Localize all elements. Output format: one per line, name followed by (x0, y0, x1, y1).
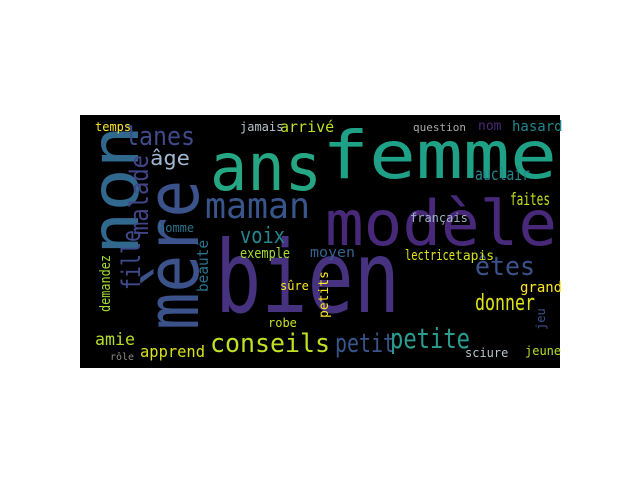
word: petite (390, 322, 470, 355)
word: temps (95, 120, 131, 134)
word: question (413, 121, 466, 134)
word: lanes (125, 122, 195, 152)
word: faites (510, 190, 550, 210)
word: auclair (475, 165, 530, 185)
word: jeune (525, 344, 561, 358)
word: français (410, 211, 468, 225)
word: bien (215, 219, 400, 336)
word: sciure (465, 346, 508, 360)
word: modèle (325, 187, 557, 260)
word: apprend (140, 342, 205, 361)
word: tapis (455, 249, 494, 264)
word: amie (95, 330, 135, 350)
word: jamais (240, 120, 283, 134)
word: fille (117, 230, 147, 290)
word: exemple (240, 246, 290, 262)
word: petit (335, 329, 395, 359)
word: demandez (98, 255, 114, 312)
word: lectrice (405, 248, 455, 264)
word: hasard (512, 119, 563, 135)
word: jeu (534, 308, 548, 330)
word: malade (125, 155, 155, 235)
word: sûre (280, 279, 309, 293)
word: nom (478, 119, 502, 134)
word: moyen (310, 245, 355, 261)
word: rôle (110, 351, 134, 363)
word: petits (317, 271, 332, 318)
word: grand (520, 280, 562, 296)
word: femme (322, 117, 557, 194)
word: arrivé (280, 118, 334, 136)
word: conseils (210, 329, 330, 359)
word: homme (158, 221, 194, 235)
word: êtes (475, 252, 535, 282)
word: mère (131, 180, 215, 330)
word: non (77, 125, 154, 255)
word: maman (205, 186, 310, 227)
word: âge (150, 146, 190, 170)
word: ans (210, 129, 322, 206)
word: donner (475, 291, 535, 316)
word: robe (268, 316, 297, 330)
word: beauté (194, 240, 212, 292)
word: voix (240, 224, 285, 249)
word-cloud-background (80, 115, 560, 368)
